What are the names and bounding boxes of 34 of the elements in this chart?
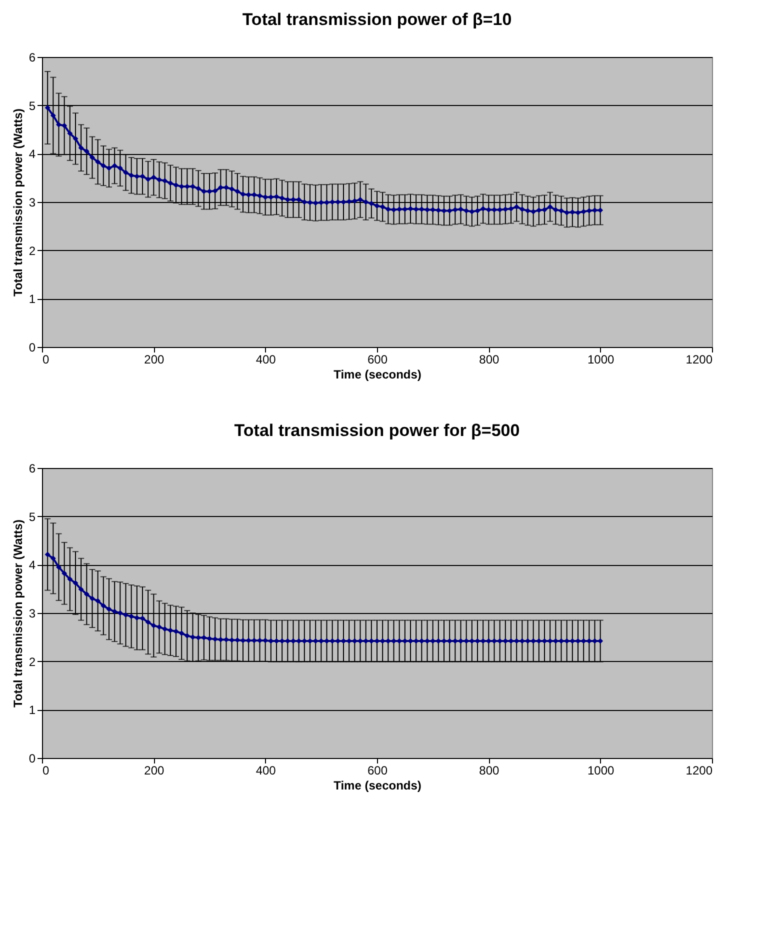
x-tick-label: 400 (256, 764, 276, 778)
x-tick-label: 200 (144, 764, 164, 778)
y-tick-label: 6 (28, 462, 36, 476)
x-tick-label: 600 (367, 764, 388, 778)
x-axis-title: Time (seconds) (334, 368, 422, 382)
x-tick-label: 1000 (587, 352, 615, 366)
y-tick-label: 4 (28, 558, 36, 572)
y-axis-title: Total transmission power (Watts) (10, 108, 25, 297)
chart-title: Total transmission power of β=10 (242, 10, 512, 29)
y-tick-label: 1 (28, 292, 36, 306)
y-tick-label: 5 (28, 98, 36, 113)
y-tick-label: 0 (28, 752, 36, 766)
y-tick-label: 5 (28, 510, 36, 524)
y-tick-label: 6 (28, 50, 36, 64)
y-tick-label: 0 (28, 340, 36, 354)
y-tick-label: 2 (28, 244, 36, 258)
y-tick-label: 2 (28, 654, 36, 669)
x-tick-label: 0 (42, 764, 50, 778)
x-tick-label: 1000 (587, 764, 615, 778)
x-tick-label: 800 (479, 764, 500, 778)
y-tick-label: 1 (28, 703, 36, 718)
x-tick-label: 600 (367, 352, 388, 366)
x-tick-label: 800 (479, 352, 500, 366)
chart-title: Total transmission power for β=500 (234, 421, 520, 440)
x-tick-label: 400 (256, 352, 276, 366)
x-tick-label: 1200 (686, 352, 713, 366)
y-tick-label: 3 (28, 196, 36, 210)
y-tick-label: 3 (28, 606, 36, 620)
x-tick-label: 1200 (686, 764, 713, 778)
y-tick-label: 4 (28, 147, 36, 162)
x-axis-title: Time (seconds) (334, 778, 422, 792)
y-axis-title: Total transmission power (Watts) (10, 519, 25, 708)
x-tick-label: 200 (144, 352, 164, 366)
x-tick-label: 0 (42, 352, 50, 366)
